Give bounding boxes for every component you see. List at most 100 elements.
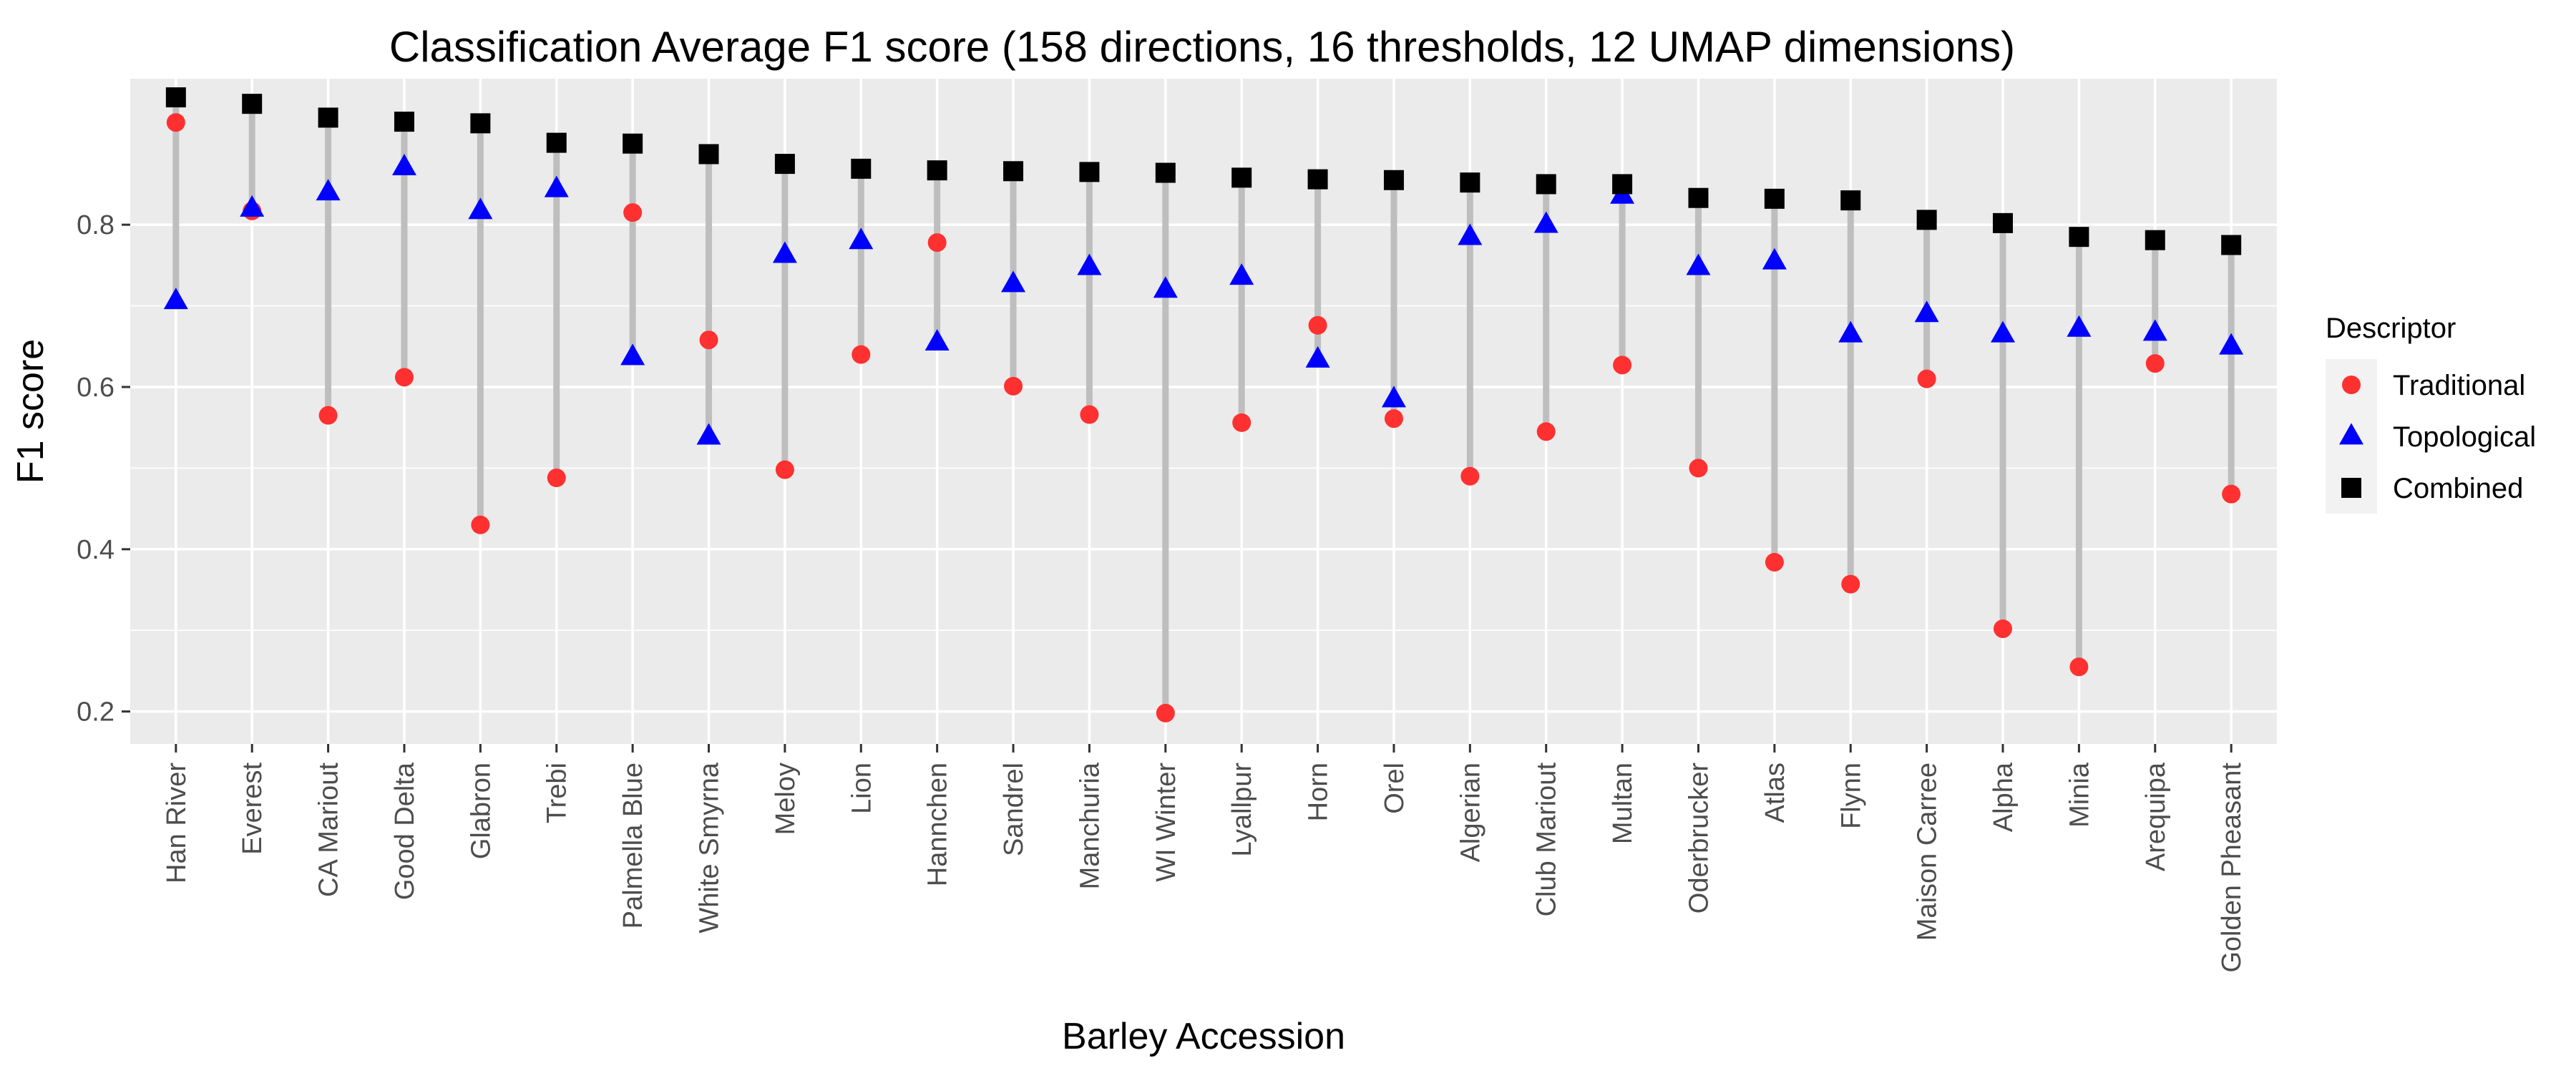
x-tick-label: Palmella Blue: [618, 763, 648, 929]
traditional-point: [852, 345, 871, 364]
combined-point: [1688, 187, 1709, 208]
y-axis-title: F1 score: [10, 339, 52, 484]
combined-point: [1383, 170, 1404, 190]
traditional-point: [2222, 484, 2241, 504]
data-points: [163, 87, 2244, 722]
x-tick-label: WI Winter: [1151, 763, 1181, 882]
traditional-point: [1156, 703, 1175, 722]
y-tick-label: 0.4: [77, 535, 114, 565]
x-tick-label: Orel: [1380, 763, 1410, 814]
topological-point: [391, 154, 416, 176]
combined-point: [242, 94, 263, 114]
topological-point: [1458, 223, 1483, 245]
traditional-point: [471, 515, 490, 534]
x-tick-label: Minia: [2064, 762, 2094, 828]
traditional-point: [547, 469, 566, 487]
legend-key-combined: [2341, 478, 2361, 498]
x-tick-label: Han River: [162, 763, 192, 883]
traditional-point: [623, 203, 643, 222]
traditional-point: [1613, 356, 1632, 375]
traditional-point: [166, 113, 185, 132]
combined-point: [774, 154, 795, 175]
x-tick-label: Alpha: [1989, 762, 2019, 832]
combined-point: [927, 160, 947, 181]
combined-point: [1155, 162, 1176, 183]
combined-point: [1231, 167, 1252, 188]
combined-point: [698, 144, 719, 165]
legend-title: Descriptor: [2326, 313, 2456, 344]
combined-point: [2145, 230, 2165, 250]
combined-point: [1460, 172, 1480, 193]
traditional-point: [1460, 466, 1480, 486]
topological-point: [1153, 276, 1178, 298]
legend-label-combined: Combined: [2393, 473, 2523, 504]
topological-point: [1381, 386, 1406, 408]
combined-point: [1612, 174, 1633, 195]
combined-point: [623, 133, 643, 154]
traditional-point: [1080, 405, 1099, 424]
x-tick-label: Trebi: [542, 763, 572, 823]
x-tick-label: Golden Pheasant: [2217, 763, 2247, 973]
legend-label-topological: Topological: [2393, 421, 2536, 453]
x-tick-label: Good Delta: [390, 762, 420, 900]
x-tick-label: Hannchen: [923, 763, 953, 886]
plot-panel: [130, 79, 2277, 744]
traditional-point: [1308, 315, 1327, 335]
topological-point: [1305, 346, 1330, 368]
traditional-point: [699, 330, 718, 350]
combined-point: [394, 112, 414, 132]
combined-point: [470, 113, 491, 134]
combined-point: [546, 132, 567, 153]
topological-point: [1077, 253, 1102, 275]
combined-point: [851, 158, 872, 179]
x-tick-label: Meloy: [771, 763, 801, 835]
x-tick-label: Multan: [1608, 763, 1638, 844]
topological-point: [772, 241, 797, 263]
traditional-point: [1841, 574, 1860, 594]
topological-point: [849, 227, 874, 250]
topological-point: [544, 175, 569, 197]
traditional-point: [927, 233, 947, 253]
topological-point: [2142, 319, 2167, 341]
legend-items: Traditional Topological Combined: [2339, 370, 2536, 504]
x-tick-label: Sandrel: [999, 763, 1029, 856]
traditional-point: [2069, 657, 2089, 677]
chart-title: Classification Average F1 score (158 dir…: [389, 23, 2015, 71]
combined-point: [1307, 169, 1328, 190]
y-tick-label: 0.8: [77, 210, 114, 240]
x-axis-title: Barley Accession: [1062, 1016, 1345, 1057]
topological-point: [1838, 320, 1863, 343]
x-tick-label: White Smyrna: [695, 762, 725, 933]
x-tick-label: Lyallpur: [1227, 763, 1257, 857]
traditional-point: [1917, 369, 1936, 388]
topological-point: [620, 343, 645, 366]
combined-point: [1003, 161, 1024, 182]
traditional-point: [1232, 413, 1252, 432]
combined-point: [2221, 235, 2242, 255]
x-tick-label: Glabron: [466, 763, 496, 859]
topological-point: [1686, 253, 1711, 275]
combined-point: [1764, 188, 1785, 209]
topological-point: [924, 328, 950, 351]
x-tick-label: Manchuria: [1075, 762, 1105, 889]
x-tick-label: Everest: [238, 763, 268, 855]
topological-point: [2219, 333, 2244, 355]
x-tick-label: Arequipa: [2141, 762, 2171, 871]
x-tick-label: Lion: [847, 763, 877, 814]
traditional-point: [318, 406, 338, 425]
legend-label-traditional: Traditional: [2393, 370, 2525, 401]
x-tick-label: Atlas: [1760, 763, 1790, 823]
x-axis: Han River Everest CA Mariout Good Delta Glab…: [162, 744, 2247, 973]
topological-point: [240, 195, 265, 217]
topological-point: [468, 197, 493, 220]
x-tick-label: Flynn: [1836, 763, 1866, 829]
combined-point: [165, 87, 186, 108]
traditional-point: [1689, 459, 1708, 478]
x-tick-label: Algerian: [1455, 763, 1485, 862]
x-tick-label: CA Mariout: [314, 763, 344, 897]
topological-point: [696, 423, 721, 445]
x-tick-label: Horn: [1304, 763, 1334, 821]
x-tick-label: Maison Carree: [1913, 763, 1943, 941]
combined-point: [2069, 227, 2089, 248]
